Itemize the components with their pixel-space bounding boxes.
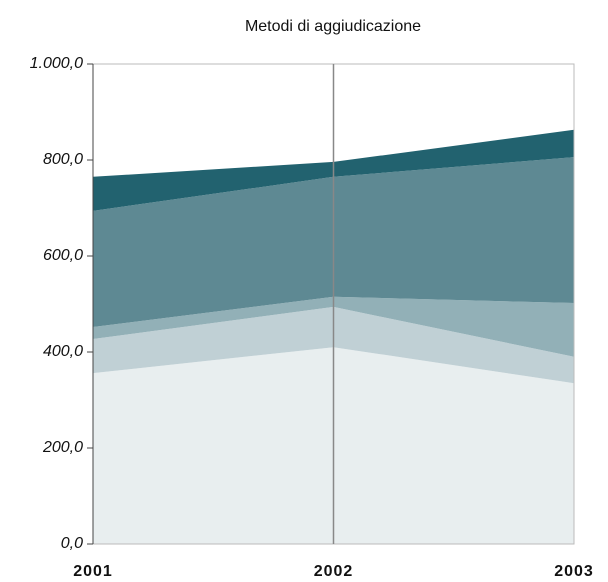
x-tick-label: 2001 bbox=[73, 563, 113, 580]
y-tick-label: 1.000,0 bbox=[30, 55, 83, 72]
y-tick-label: 200,0 bbox=[42, 439, 83, 456]
x-tick-label: 2002 bbox=[314, 563, 354, 580]
chart-title: Metodi di aggiudicazione bbox=[245, 18, 421, 35]
area bbox=[93, 296, 574, 357]
y-tick-label: 600,0 bbox=[43, 247, 83, 264]
y-tick-label: 400,0 bbox=[43, 343, 83, 360]
y-tick-label: 0,0 bbox=[61, 535, 83, 552]
x-tick-label: 2003 bbox=[554, 563, 594, 580]
y-tick-label: 800,0 bbox=[43, 151, 83, 168]
